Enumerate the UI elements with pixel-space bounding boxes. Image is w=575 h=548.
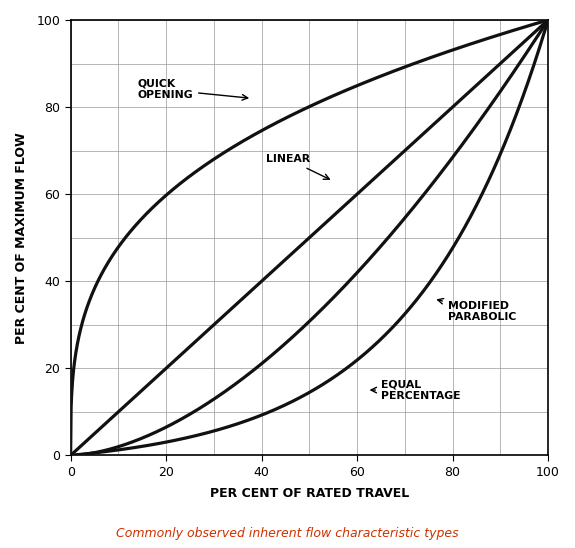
- Text: EQUAL
PERCENTAGE: EQUAL PERCENTAGE: [371, 379, 461, 401]
- Text: QUICK
OPENING: QUICK OPENING: [137, 79, 248, 100]
- X-axis label: PER CENT OF RATED TRAVEL: PER CENT OF RATED TRAVEL: [210, 487, 409, 500]
- Y-axis label: PER CENT OF MAXIMUM FLOW: PER CENT OF MAXIMUM FLOW: [15, 132, 28, 344]
- Text: Commonly observed inherent flow characteristic types: Commonly observed inherent flow characte…: [116, 527, 459, 540]
- Text: LINEAR: LINEAR: [266, 155, 329, 179]
- Text: MODIFIED
PARABOLIC: MODIFIED PARABOLIC: [438, 299, 516, 322]
